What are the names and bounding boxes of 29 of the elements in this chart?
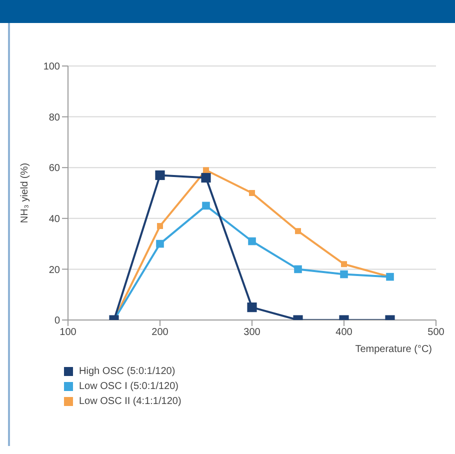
y-tick-label: 0 [54,316,60,327]
point [249,190,255,196]
y-tick-label: 20 [48,264,60,276]
point [341,261,347,268]
y-tick-label: 40 [48,214,60,225]
x-tick-label: 100 [60,327,77,338]
x-axis-title: Temperature (°C) [355,344,432,355]
legend-label: High OSC (5:0:1/120) [79,365,176,379]
point [157,223,163,230]
point [247,302,257,312]
x-tick-label: 400 [336,327,353,338]
point [201,172,211,183]
point [202,202,210,210]
point [155,170,165,180]
legend-label: Low OSC I (5:0:1/120) [79,380,178,394]
y-tick-label: 80 [48,112,60,124]
point [294,265,302,274]
point [203,167,209,174]
x-tick-label: 200 [152,327,169,338]
y-tick-label: 100 [43,62,60,73]
y-tick-label: 60 [48,163,60,174]
point [340,270,348,278]
x-tick-label: 500 [428,327,445,338]
point [156,240,164,248]
y-axis-title: NH₃ yield (%) [20,162,31,224]
x-tick-label: 300 [244,327,261,338]
point [295,228,301,234]
legend-label: Low OSC II (4:1:1/120) [79,395,182,409]
point [248,237,256,246]
